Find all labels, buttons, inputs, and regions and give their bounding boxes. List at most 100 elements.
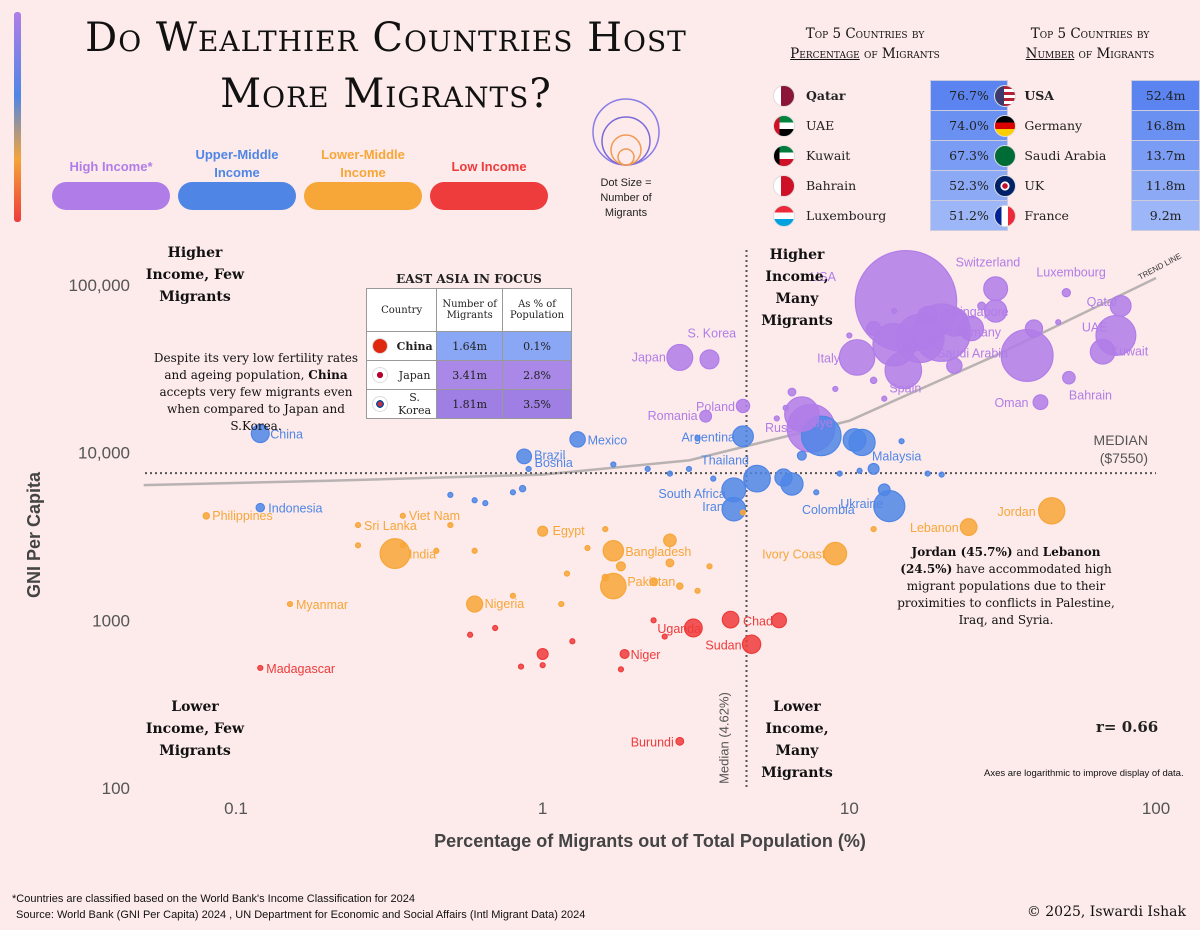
page-title: Do Wealthier Countries Host More Migrant… — [85, 15, 687, 117]
data-point-unlabeled — [796, 450, 807, 461]
data-point-unlabeled — [563, 570, 571, 577]
point-label: Egypt — [553, 524, 585, 538]
data-point-nigeria — [466, 595, 484, 613]
quadrant-bottom-left: Lower Income, Few Migrants — [145, 699, 245, 759]
data-point-unlabeled — [891, 307, 898, 315]
data-point-unlabeled — [536, 647, 549, 660]
point-label: Russia — [765, 421, 803, 435]
data-point-unlabeled — [938, 471, 945, 478]
data-point-luxembourg — [1061, 287, 1072, 298]
top-percentage-table: Qatar 76.7% UAE 74.0% Kuwait 67.3% Bahrain 52.3… — [762, 80, 1008, 231]
data-point-italy — [838, 339, 876, 376]
data-point-unlabeled — [774, 468, 793, 487]
data-point-unlabeled — [666, 470, 674, 477]
point-label: Argentina — [681, 430, 735, 444]
data-point-burundi — [675, 736, 685, 746]
top-row: UAE 74.0% — [762, 110, 1008, 141]
median-x-label: Median (4.62%) — [716, 692, 731, 784]
point-label: Malaysia — [872, 449, 921, 463]
point-label: Indonesia — [268, 502, 322, 516]
point-label: Bangladesh — [625, 545, 691, 559]
ea-country: China — [393, 331, 438, 361]
point-label: UAE — [1082, 320, 1108, 334]
data-point-viet-nam — [399, 512, 406, 519]
data-point-unlabeled — [471, 497, 478, 504]
data-point-unlabeled — [663, 533, 677, 548]
data-point-unlabeled — [569, 638, 576, 645]
data-point-poland — [735, 398, 751, 414]
data-point-unlabeled — [433, 547, 440, 554]
data-point-unlabeled — [615, 561, 626, 572]
data-point-brazil — [516, 448, 533, 465]
data-point-myanmar — [286, 600, 294, 608]
point-label: Philippines — [212, 509, 272, 523]
data-point-kuwait — [1089, 338, 1116, 365]
data-point-unlabeled — [447, 491, 454, 498]
country-value: 52.4m — [1131, 80, 1200, 111]
data-point-unlabeled — [832, 385, 839, 393]
point-label: Myanmar — [296, 598, 348, 612]
top-row: Qatar 76.7% — [762, 80, 1008, 111]
point-label: Italy — [817, 351, 841, 365]
top-row: UK 11.8m — [986, 170, 1200, 201]
point-label: Sudan — [705, 638, 741, 652]
quadrant-top-left: Higher Income, Few Migrants — [145, 245, 245, 305]
median-y-label: MEDIAN — [1094, 432, 1148, 448]
legend-label-lower-middle: Lower-Middle Income — [321, 147, 405, 180]
east-asia-row: China 1.64m 0.1% — [366, 331, 572, 361]
data-point-unlabeled — [509, 592, 517, 599]
data-point-sri-lanka — [354, 521, 362, 529]
data-point-japan — [666, 343, 694, 371]
data-point-unlabeled — [685, 465, 693, 473]
country-name: Luxembourg — [806, 208, 887, 223]
data-point-unlabeled — [846, 332, 853, 339]
data-point-niger — [619, 648, 630, 660]
data-point-unlabeled — [869, 376, 878, 385]
data-point-argentina — [732, 425, 754, 448]
point-label: Thailand — [701, 454, 749, 468]
y-tick-label: 1000 — [92, 611, 130, 630]
data-point-unlabeled — [539, 662, 546, 669]
data-point-bosnia — [525, 465, 532, 473]
ea-percent: 0.1% — [502, 331, 572, 361]
data-point-saudi-arabia — [1000, 328, 1054, 382]
data-point-unlabeled — [471, 547, 478, 554]
kuwait-flag-icon — [773, 144, 795, 167]
qatar-flag-icon — [773, 84, 795, 107]
data-point-unlabeled — [710, 475, 717, 482]
country-value: 13.7m — [1131, 140, 1200, 171]
china-flag-icon — [372, 338, 388, 354]
data-point-bangladesh — [602, 540, 625, 562]
data-point-singapore — [983, 299, 1008, 323]
point-label: Madagascar — [266, 662, 335, 676]
point-label: Ivory Coast — [762, 548, 826, 562]
data-point-unlabeled — [739, 509, 747, 516]
point-label: Viet Nam — [409, 509, 460, 523]
y-tick-label: 100 — [102, 779, 130, 798]
source-note: Source: World Bank (GNI Per Capita) 2024… — [16, 909, 586, 921]
germany-flag-icon — [994, 114, 1017, 137]
japan-flag-icon — [372, 367, 388, 383]
data-point-unlabeled — [509, 489, 517, 496]
data-point-unlabeled — [467, 631, 474, 638]
country-name: USA — [1024, 88, 1054, 103]
top-number-title: Top 5 Countries by Number of Migrants — [1025, 26, 1155, 62]
data-point-unlabeled — [866, 320, 882, 337]
point-label: Bosnia — [535, 456, 573, 470]
point-label: Sri Lanka — [364, 519, 417, 533]
data-point-unlabeled — [602, 526, 609, 533]
x-tick-label: 1 — [538, 799, 547, 818]
uk-flag-icon — [994, 174, 1017, 197]
data-point-madagascar — [257, 664, 264, 672]
point-label: Singapore — [952, 305, 1009, 319]
country-name: UK — [1024, 178, 1045, 193]
point-label: India — [409, 548, 436, 562]
point-label: Mexico — [588, 433, 628, 447]
country-name: Kuwait — [806, 148, 851, 163]
data-point-lebanon — [959, 518, 978, 536]
data-point-unlabeled — [946, 357, 963, 374]
point-label: Pakistan — [627, 575, 675, 589]
ea-migrants: 1.64m — [436, 331, 504, 361]
point-label: Burundi — [631, 735, 674, 749]
point-label: Lebanon — [910, 521, 959, 535]
